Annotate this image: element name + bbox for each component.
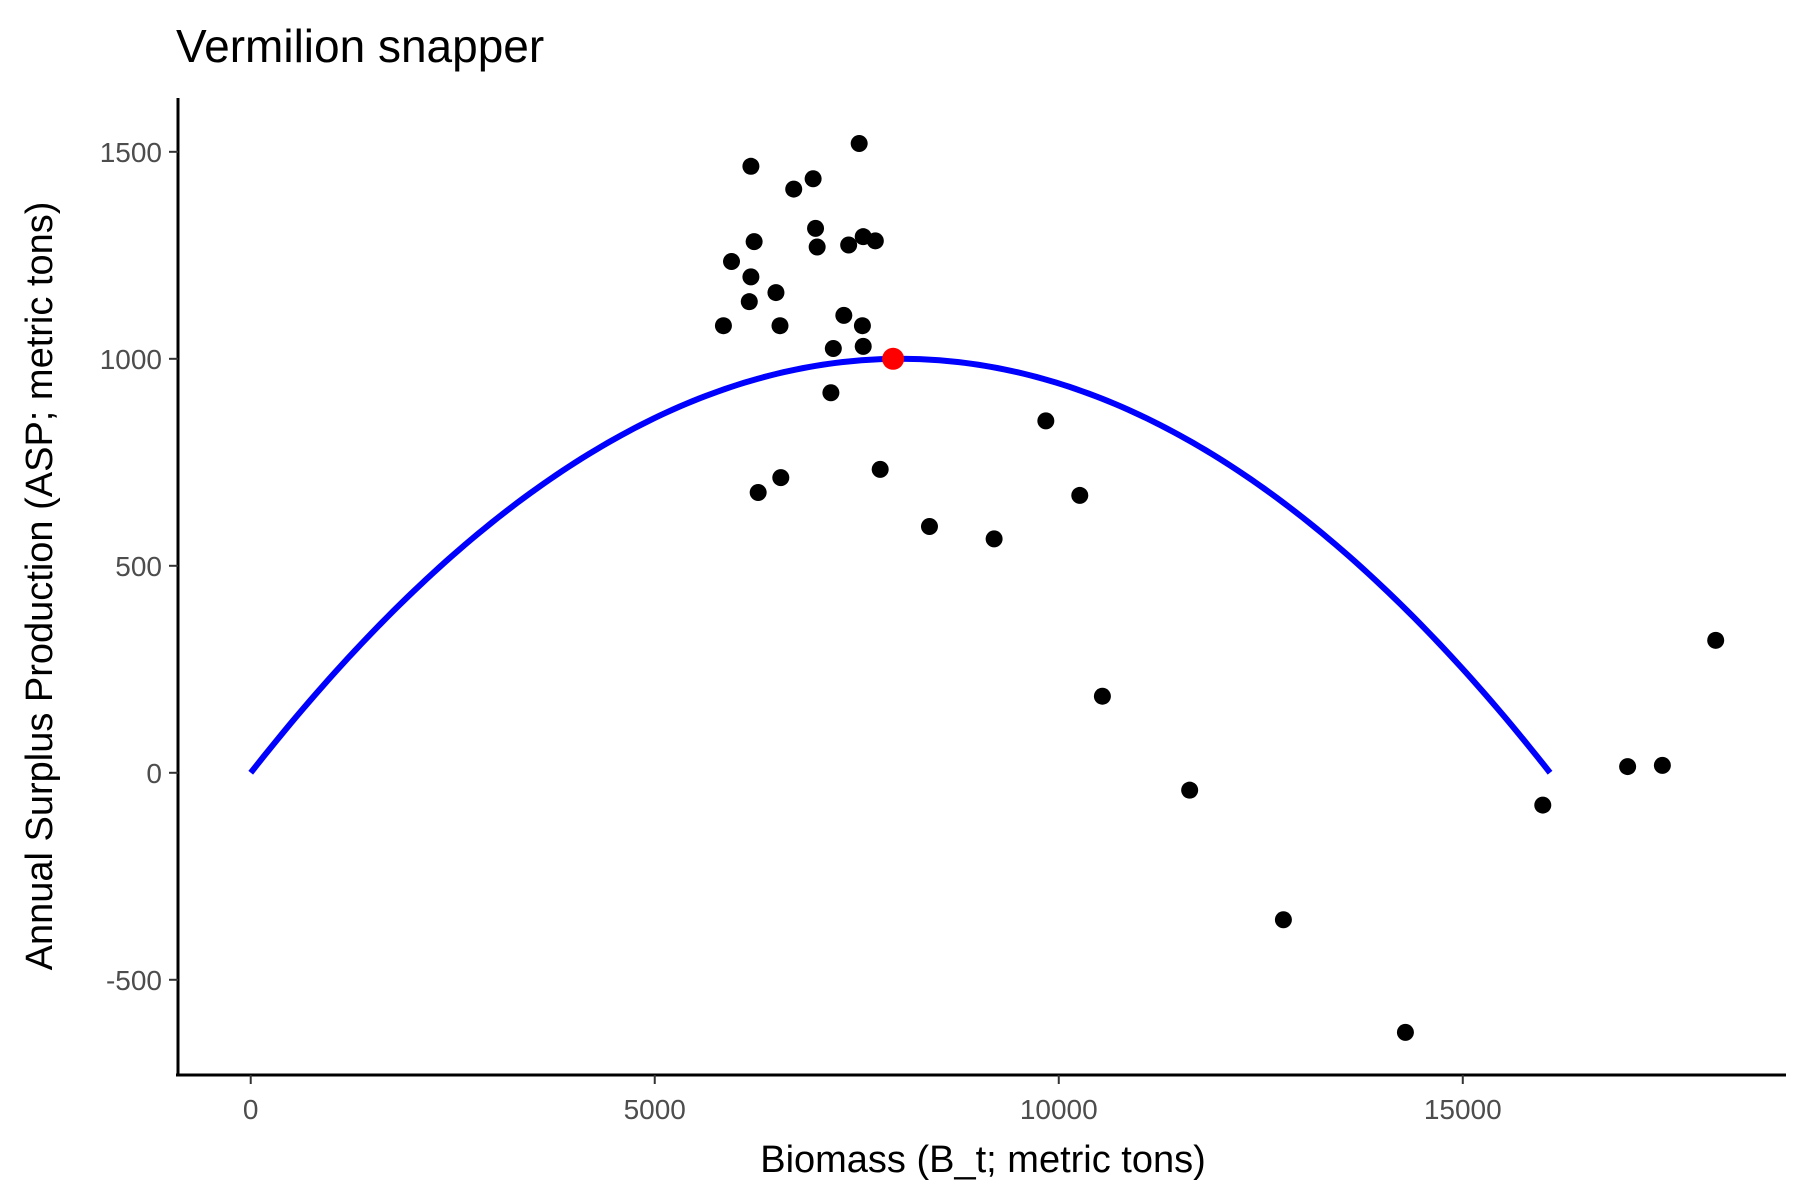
- data-point: [1093, 687, 1111, 705]
- data-point: [920, 517, 938, 535]
- y-axis-label: Annual Surplus Production (ASP; metric t…: [19, 202, 61, 971]
- data-point: [740, 293, 758, 311]
- msy-point: [882, 347, 905, 370]
- data-point: [749, 484, 767, 502]
- data-point: [1037, 412, 1055, 430]
- data-point: [871, 460, 889, 478]
- data-point: [1534, 796, 1552, 814]
- fitted-production-curve: [248, 355, 1553, 775]
- data-point: [723, 253, 741, 271]
- x-tick-label: 10000: [1020, 1094, 1098, 1125]
- data-point: [1653, 756, 1671, 774]
- data-point: [808, 238, 826, 256]
- data-point: [742, 268, 760, 286]
- data-point: [1707, 631, 1725, 649]
- axes: [176, 98, 1786, 1077]
- data-point: [853, 317, 871, 335]
- x-axis-label: Biomass (B_t; metric tons): [760, 1139, 1206, 1181]
- data-point: [866, 232, 884, 250]
- x-tick-label: 0: [243, 1094, 259, 1125]
- plot-area: [248, 135, 1725, 1041]
- data-point: [767, 284, 785, 302]
- data-point: [854, 337, 872, 355]
- x-tick-label: 15000: [1424, 1094, 1502, 1125]
- y-tick-label: 1000: [100, 344, 162, 375]
- x-tick-label: 5000: [624, 1094, 686, 1125]
- data-point: [1181, 781, 1199, 799]
- y-tick-label: 0: [146, 758, 162, 789]
- data-point: [772, 469, 790, 487]
- data-point: [785, 180, 803, 198]
- data-point: [835, 306, 853, 324]
- data-point: [1396, 1023, 1414, 1041]
- data-point: [824, 339, 842, 357]
- data-point: [1274, 911, 1292, 929]
- y-tick-label: 1500: [100, 137, 162, 168]
- y-tick-label: 500: [115, 551, 162, 582]
- data-point: [745, 233, 763, 251]
- data-point: [840, 236, 858, 254]
- data-point: [1619, 758, 1637, 776]
- data-point: [804, 170, 822, 188]
- data-point: [771, 317, 789, 335]
- data-point: [714, 317, 732, 335]
- axis-ticks: 0 5000 10000 15000 -500 0 500 1000 1500: [100, 137, 1502, 1125]
- data-point: [807, 219, 825, 237]
- data-point: [985, 530, 1003, 548]
- chart-title: Vermilion snapper: [176, 20, 544, 72]
- data-point: [850, 135, 868, 153]
- data-point: [742, 157, 760, 175]
- data-point: [822, 384, 840, 402]
- y-tick-label: -500: [106, 965, 162, 996]
- data-point: [1071, 486, 1089, 504]
